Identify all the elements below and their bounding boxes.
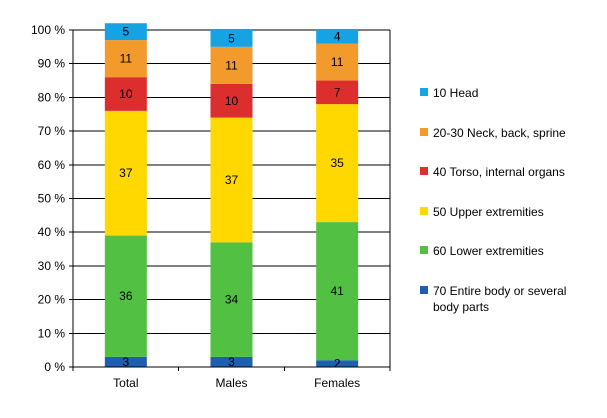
data-label: 41 [330, 284, 344, 298]
x-tick-label: Females [314, 376, 360, 390]
axes [69, 29, 391, 371]
bar-segment [210, 117, 253, 243]
data-labels: 3 36 37 10 11 5 3 34 37 10 11 5 2 41 35 7 11 4 [119, 25, 344, 371]
bar-segment [316, 80, 359, 105]
legend-label: 70 Entire body or several [433, 284, 566, 298]
legend-swatch [420, 88, 428, 96]
data-label: 2 [334, 357, 341, 371]
bar-segment [316, 30, 359, 44]
y-tick-label: 100 % [31, 23, 65, 37]
bar-segment [210, 356, 253, 367]
legend-label: 50 Upper extremities [433, 205, 544, 219]
data-label: 10 [119, 87, 133, 101]
data-label: 5 [122, 25, 129, 39]
y-tick-label: 40 % [38, 225, 66, 239]
legend-swatch [420, 128, 428, 136]
y-tick-label: 50 % [38, 192, 66, 206]
bar-segment [210, 46, 253, 84]
data-label: 5 [228, 31, 235, 45]
bar-segment [104, 23, 147, 41]
legend-label: body parts [433, 300, 489, 314]
y-tick-label: 80 % [38, 90, 66, 104]
legend-label: 40 Torso, internal organs [433, 165, 565, 179]
bar-segment [316, 104, 359, 223]
y-tick-label: 70 % [38, 124, 66, 138]
legend-swatch [420, 167, 428, 175]
data-label: 11 [225, 58, 238, 72]
bar-segment [104, 235, 147, 357]
bar-segment [316, 222, 359, 361]
data-label: 37 [225, 173, 239, 187]
y-tick-label: 30 % [38, 259, 66, 273]
data-label: 10 [225, 94, 239, 108]
bar-segment [316, 43, 359, 81]
y-tick-label: 90 % [38, 57, 66, 71]
x-tick-labels: Total Males Females [113, 376, 360, 390]
x-tick-label: Males [215, 376, 247, 390]
data-label: 7 [334, 85, 341, 99]
data-label: 36 [119, 289, 133, 303]
data-label: 4 [334, 30, 341, 44]
data-label: 11 [331, 55, 344, 69]
y-tick-label: 60 % [38, 158, 66, 172]
bar-segment [210, 83, 253, 118]
data-label: 35 [330, 156, 344, 170]
bar-segment [316, 360, 359, 367]
legend-swatch [420, 246, 428, 254]
y-tick-labels: 0 % 10 % 20 % 30 % 40 % 50 % 60 % 70 % 80 % 90 % 1… [31, 23, 65, 374]
bar-segment [104, 110, 147, 236]
bar-segment [210, 242, 253, 357]
y-tick-label: 0 % [44, 360, 65, 374]
data-label: 37 [119, 166, 133, 180]
legend-label: 20-30 Neck, back, sprine [433, 126, 566, 140]
legend-swatch [420, 286, 428, 294]
bars [104, 23, 359, 367]
data-label: 34 [225, 293, 239, 307]
data-label: 3 [122, 355, 129, 369]
y-tick-label: 20 % [38, 293, 66, 307]
bar-segment [104, 356, 147, 367]
bar-segment [210, 30, 253, 47]
legend-label: 60 Lower extremities [433, 244, 544, 258]
legend-label: 10 Head [433, 86, 478, 100]
bar-segment [104, 40, 147, 78]
y-tick-label: 10 % [38, 326, 66, 340]
data-label: 11 [120, 52, 133, 66]
legend: 10 Head 20-30 Neck, back, sprine 40 Torso,… [420, 86, 566, 314]
bar-segment [104, 77, 147, 111]
legend-swatch [420, 207, 428, 215]
data-label: 3 [228, 355, 235, 369]
x-tick-label: Total [113, 376, 138, 390]
